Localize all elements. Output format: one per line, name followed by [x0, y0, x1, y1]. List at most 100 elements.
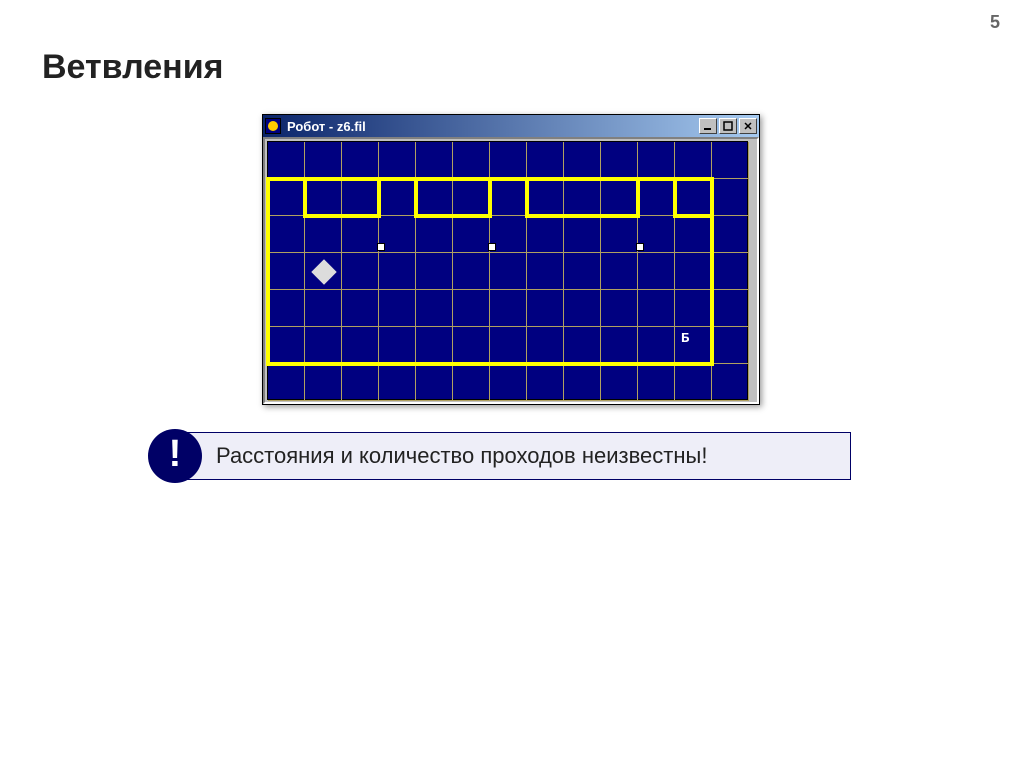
grid-cell	[305, 216, 342, 253]
goal-label: Б	[681, 331, 689, 347]
grid-cell	[416, 142, 453, 179]
grid-cell	[527, 290, 564, 327]
grid-cell	[416, 327, 453, 364]
grid-cell	[527, 142, 564, 179]
grid-cell	[490, 364, 527, 401]
grid-cell	[601, 253, 638, 290]
grid-cell	[638, 290, 675, 327]
grid-cell	[601, 216, 638, 253]
page-title: Ветвления	[42, 48, 223, 87]
grid-cell	[305, 290, 342, 327]
grid-cell	[379, 327, 416, 364]
grid-cell	[268, 179, 305, 216]
grid-cell	[564, 179, 601, 216]
wall	[636, 177, 640, 218]
grid-cell	[490, 142, 527, 179]
grid-cell	[638, 327, 675, 364]
grid-cell	[712, 327, 749, 364]
wall	[414, 214, 492, 218]
grid-cell	[453, 290, 490, 327]
app-icon	[265, 118, 281, 134]
grid-cell	[379, 290, 416, 327]
exclamation-icon: !	[169, 435, 182, 473]
grid-cell	[601, 327, 638, 364]
grid-cell	[268, 364, 305, 401]
passage-marker	[377, 243, 385, 251]
grid-cell	[675, 142, 712, 179]
grid-cell	[527, 364, 564, 401]
window-titlebar: Робот - z6.fil	[263, 115, 759, 137]
grid-cell	[675, 179, 712, 216]
grid-cell	[527, 179, 564, 216]
grid-cell	[527, 327, 564, 364]
robot-window: Робот - z6.fil Б	[262, 114, 760, 405]
passage-marker	[488, 243, 496, 251]
wall	[303, 214, 381, 218]
grid-cell	[379, 142, 416, 179]
grid-cell	[564, 253, 601, 290]
page-number: 5	[990, 12, 1000, 33]
minimize-button[interactable]	[699, 118, 717, 134]
grid-cell	[712, 142, 749, 179]
info-box: ! Расстояния и количество проходов неизв…	[171, 432, 851, 480]
grid-cell	[601, 290, 638, 327]
grid-cell	[675, 364, 712, 401]
grid-cell	[342, 179, 379, 216]
grid-cell	[490, 327, 527, 364]
grid-cell	[712, 253, 749, 290]
wall	[673, 214, 714, 218]
grid-cell	[564, 364, 601, 401]
wall	[525, 214, 640, 218]
grid-cell	[712, 290, 749, 327]
grid-cell	[527, 216, 564, 253]
wall	[710, 177, 714, 366]
grid-cell	[527, 253, 564, 290]
maximize-button[interactable]	[719, 118, 737, 134]
grid-cell	[305, 179, 342, 216]
grid-cell	[342, 364, 379, 401]
grid-cell	[712, 179, 749, 216]
grid-cell	[268, 142, 305, 179]
grid-cell	[268, 290, 305, 327]
grid-cell	[490, 253, 527, 290]
grid-cell	[453, 327, 490, 364]
grid-cell	[379, 179, 416, 216]
grid-cell	[416, 253, 453, 290]
grid-cell	[416, 179, 453, 216]
wall	[525, 177, 529, 218]
wall	[266, 362, 714, 366]
grid-cell	[675, 216, 712, 253]
info-text: Расстояния и количество проходов неизвес…	[216, 443, 707, 469]
passage-marker	[636, 243, 644, 251]
wall	[414, 177, 418, 218]
grid-cell	[342, 253, 379, 290]
grid-cell	[416, 290, 453, 327]
grid-cell	[564, 216, 601, 253]
wall	[377, 177, 381, 218]
grid-cell	[564, 290, 601, 327]
window-controls	[699, 118, 757, 134]
grid-cell	[638, 142, 675, 179]
wall	[266, 177, 270, 366]
grid-cell	[638, 364, 675, 401]
close-button[interactable]	[739, 118, 757, 134]
grid-cell	[490, 179, 527, 216]
grid-cell	[305, 142, 342, 179]
grid-cell	[453, 216, 490, 253]
grid-cell	[601, 364, 638, 401]
grid-cell	[453, 253, 490, 290]
grid-cell	[268, 327, 305, 364]
grid-cell	[638, 179, 675, 216]
grid-cell	[564, 327, 601, 364]
grid-cell	[268, 216, 305, 253]
grid-cell	[342, 327, 379, 364]
grid-cell	[305, 327, 342, 364]
wall	[488, 177, 492, 218]
grid-cell	[601, 179, 638, 216]
grid-cell	[564, 142, 601, 179]
grid-cell	[416, 216, 453, 253]
grid-cell	[379, 364, 416, 401]
wall	[303, 177, 307, 218]
grid-frame: Б	[263, 137, 759, 404]
grid-cell	[416, 364, 453, 401]
